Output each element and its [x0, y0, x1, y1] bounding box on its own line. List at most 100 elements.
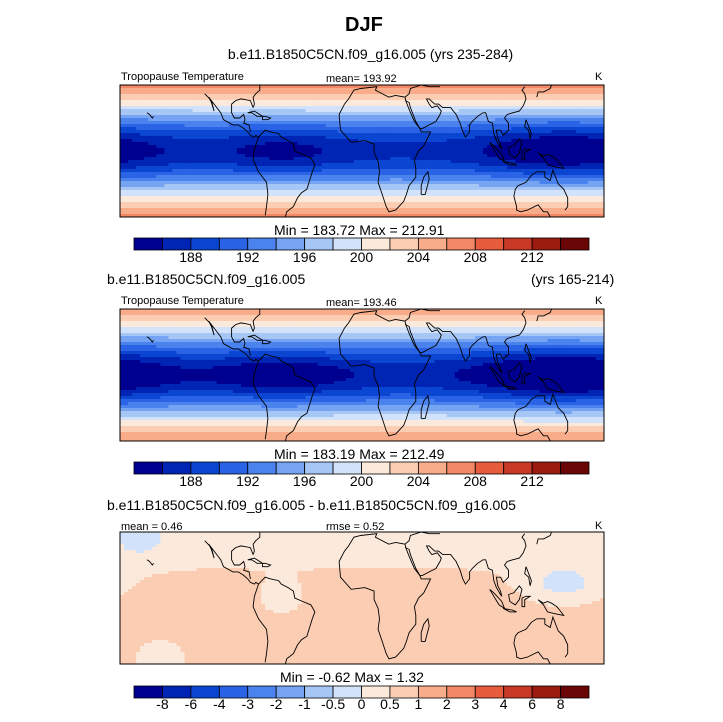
map1-cell	[333, 166, 339, 170]
map1-cell	[172, 190, 177, 194]
map1-cell	[527, 193, 532, 197]
map1-cell	[301, 181, 306, 185]
panel2-case-title: b.e11.B1850C5CN.f09_g16.005	[107, 271, 306, 287]
map1-cell	[204, 121, 210, 125]
map1-cell	[224, 115, 230, 119]
map1-cell	[180, 115, 185, 119]
map1-cell	[474, 133, 480, 137]
map1-cell	[507, 94, 512, 98]
map1-cell	[200, 148, 206, 152]
map1-cell	[386, 190, 391, 194]
map1-cell	[357, 106, 363, 110]
map1-cell	[563, 133, 569, 137]
map1-cell	[442, 91, 448, 95]
map1-cell	[386, 202, 391, 206]
map1-cell	[341, 160, 347, 164]
map1-cell	[491, 202, 496, 206]
map1-cell	[579, 106, 585, 110]
map1-cell	[285, 172, 290, 176]
map1-cell	[495, 88, 500, 92]
map1-cell	[474, 103, 480, 107]
map1-cell	[491, 112, 496, 116]
map1-cell	[450, 124, 456, 128]
map1-cell	[152, 106, 157, 110]
map1-cell	[265, 157, 270, 161]
map1-cell	[293, 199, 298, 203]
map1-cell	[297, 136, 302, 140]
map1-cell	[454, 160, 460, 164]
map1-cell	[273, 193, 278, 197]
map1-cell	[261, 166, 266, 170]
map1-cell	[136, 127, 141, 131]
map1-cell	[188, 196, 193, 200]
map1-cell	[345, 88, 351, 92]
map1-cell	[539, 91, 544, 95]
map1-cell	[487, 124, 492, 128]
map1-cell	[317, 118, 323, 122]
map1-cell	[438, 106, 444, 110]
map1-cell	[305, 187, 310, 191]
map1-cell	[277, 202, 282, 206]
map1-cell	[128, 133, 133, 137]
map1-cell	[132, 205, 137, 209]
map1-cell	[575, 109, 581, 113]
map1-cell	[591, 181, 597, 185]
map1-cell	[583, 100, 589, 104]
map1-cell	[390, 178, 395, 182]
map1-cell	[188, 124, 193, 128]
map1-cell	[349, 124, 355, 128]
map1-cell	[478, 181, 484, 185]
map1-cell	[511, 118, 516, 122]
map1-cell	[281, 88, 286, 92]
map1-cell	[224, 199, 230, 203]
map1-cell	[172, 175, 177, 179]
map1-cell	[321, 112, 327, 116]
map1-cell	[144, 85, 149, 89]
map1-cell	[442, 205, 448, 209]
map1-cell	[422, 115, 427, 119]
map1-cell	[301, 124, 306, 128]
map1-cell	[265, 142, 270, 146]
map1-cell	[547, 163, 552, 167]
map1-cell	[458, 199, 464, 203]
map1-cell	[450, 145, 456, 149]
map1-cell	[450, 154, 456, 158]
map1-cell	[293, 115, 298, 119]
map1-cell	[180, 109, 185, 113]
map1-cell	[301, 166, 306, 170]
map1-cell	[261, 172, 266, 176]
map1-cell	[212, 91, 218, 95]
map1-cell	[366, 103, 371, 107]
map1-cell	[313, 202, 319, 206]
map1-cell	[495, 106, 500, 110]
map1-cell	[196, 175, 202, 179]
map1-cell	[466, 139, 472, 143]
map1-cell	[398, 121, 403, 125]
map1-cell	[277, 124, 282, 128]
map1-cell	[434, 178, 440, 182]
map1-cell	[535, 139, 540, 143]
map1-cell	[164, 97, 169, 101]
map1-cell	[531, 127, 536, 131]
map1-cell	[265, 205, 270, 209]
map1-cell	[236, 199, 242, 203]
map1-cell	[192, 172, 198, 176]
map1-cell	[527, 91, 532, 95]
map1-cell	[507, 175, 512, 179]
map1-cell	[148, 88, 153, 92]
map1-cell	[136, 133, 141, 137]
map1-cell	[285, 94, 290, 98]
map1-cell	[503, 148, 508, 152]
map1-cell	[152, 157, 157, 161]
map1-cell	[293, 109, 298, 113]
map1-cell	[507, 202, 512, 206]
map1-cell	[333, 190, 339, 194]
map1-cell	[329, 154, 335, 158]
map1-cell	[224, 136, 230, 140]
map1-cell	[478, 100, 484, 104]
map1-cell	[160, 199, 165, 203]
map1-cell	[583, 184, 589, 188]
map1-cell	[345, 163, 351, 167]
map1-cell	[196, 121, 202, 125]
map1-cell	[563, 175, 569, 179]
